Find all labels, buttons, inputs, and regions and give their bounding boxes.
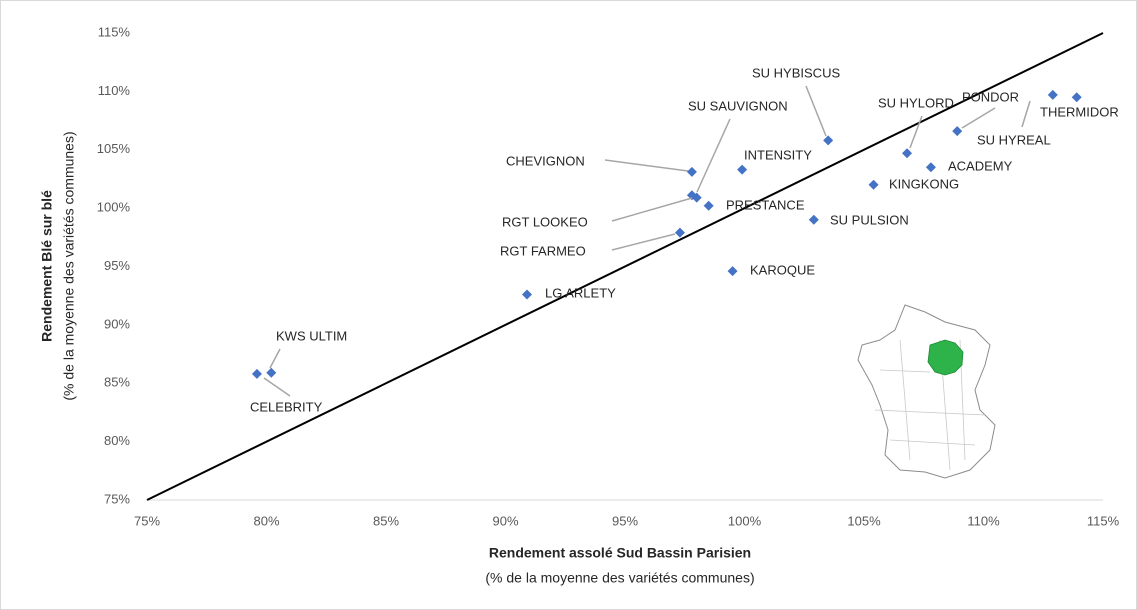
point <box>266 367 277 378</box>
point-label: RGT FARMEO <box>500 243 586 258</box>
reference-line <box>146 32 1104 501</box>
point-label: SU SAUVIGNON <box>688 98 788 113</box>
point <box>1071 92 1082 103</box>
x-tick-label: 90% <box>492 513 518 528</box>
x-axis-title: Rendement assolé Sud Bassin Parisien <box>489 545 751 561</box>
point-label: THERMIDOR <box>1040 104 1119 119</box>
point-label: SU HYLORD <box>878 95 954 110</box>
point <box>1047 89 1058 100</box>
leader-line <box>263 377 291 397</box>
y-tick-label: 95% <box>104 258 130 273</box>
y-tick-label: 80% <box>104 433 130 448</box>
x-tick-label: 85% <box>373 513 399 528</box>
y-tick-label: 110% <box>98 83 131 98</box>
x-axis-note: (% de la moyenne des variétés communes) <box>485 570 754 586</box>
y-axis-title: Rendement Blé sur blé <box>39 190 55 342</box>
leader-line <box>696 118 731 193</box>
point <box>703 200 714 211</box>
x-tick-label: 95% <box>612 513 638 528</box>
point-label: CELEBRITY <box>250 399 323 414</box>
y-tick-label: 115% <box>98 24 131 39</box>
point-label: SU HYREAL <box>977 132 1051 147</box>
y-axis-note: (% de la moyenne des variétés communes) <box>61 131 77 400</box>
point <box>823 135 834 146</box>
point <box>522 289 533 300</box>
leader-line <box>611 197 693 222</box>
x-tick-label: 105% <box>847 513 881 528</box>
point <box>952 126 963 137</box>
point-label: SU HYBISCUS <box>752 65 840 80</box>
point <box>868 179 879 190</box>
point-label: PONDOR <box>962 89 1019 104</box>
point <box>902 148 913 159</box>
point <box>691 192 702 203</box>
leader-line <box>961 107 996 129</box>
x-tick-label: 75% <box>134 513 160 528</box>
point-label: RGT LOOKEO <box>502 214 588 229</box>
point <box>808 214 819 225</box>
point <box>925 162 936 173</box>
leader-line <box>611 233 676 251</box>
x-tick-label: 80% <box>253 513 279 528</box>
point <box>251 368 262 379</box>
point-label: CHEVIGNON <box>506 153 585 168</box>
y-tick-label: 105% <box>97 141 131 156</box>
y-tick-label: 85% <box>104 375 130 390</box>
point-label: INTENSITY <box>744 147 812 162</box>
x-tick-label: 100% <box>728 513 762 528</box>
y-tick-label: 90% <box>104 316 130 331</box>
point-label: LG ARLETY <box>545 285 616 300</box>
point-label: KINGKONG <box>889 176 959 191</box>
leader-line <box>604 159 689 172</box>
x-tick-label: 110% <box>967 513 1000 528</box>
point <box>674 227 685 238</box>
y-tick-label: 75% <box>104 491 130 506</box>
point <box>686 166 697 177</box>
point <box>727 266 738 277</box>
point-label: SU PULSION <box>830 212 909 227</box>
point-label: ACADEMY <box>948 158 1013 173</box>
leader-line <box>1021 100 1031 128</box>
leader-line <box>805 85 827 137</box>
point-label: PRESTANCE <box>726 197 805 212</box>
leader-line <box>909 115 923 149</box>
france-map <box>857 304 996 479</box>
point-label: KAROQUE <box>750 262 815 277</box>
leader-line <box>269 348 281 369</box>
y-tick-label: 100% <box>97 200 131 215</box>
point <box>737 164 748 175</box>
point-label: KWS ULTIM <box>276 328 347 343</box>
x-tick-label: 115% <box>1087 513 1120 528</box>
